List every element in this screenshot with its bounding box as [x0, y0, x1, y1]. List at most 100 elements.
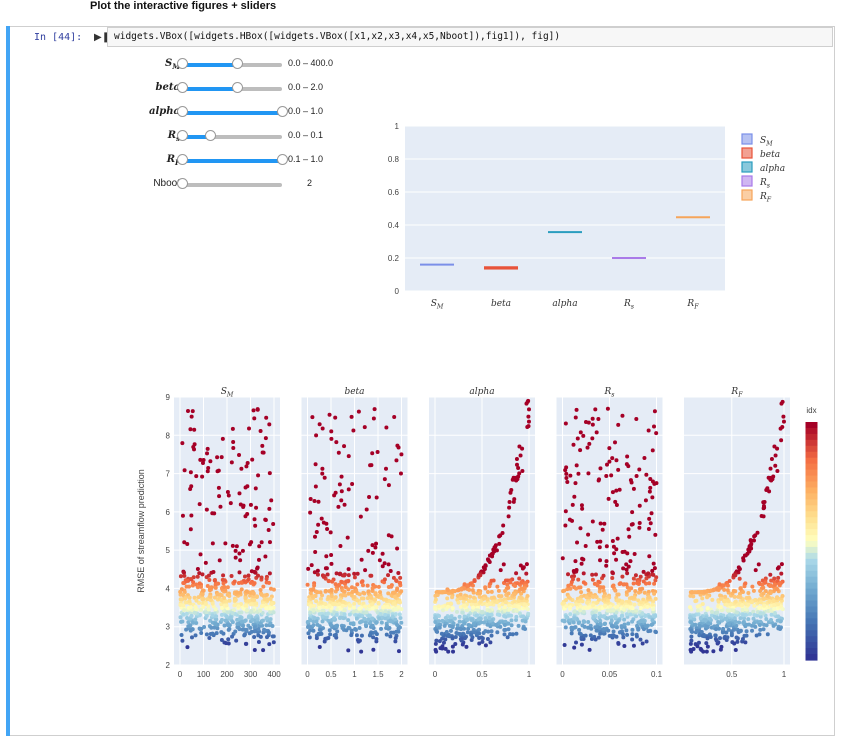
bar-alpha[interactable]	[548, 231, 582, 234]
scatter-point	[610, 576, 615, 581]
scatter-point	[347, 626, 352, 631]
scatter-point	[514, 571, 519, 576]
scatter-point	[652, 591, 657, 596]
slider-handle[interactable]	[177, 82, 188, 93]
panel-title: alpha	[469, 387, 494, 397]
scatter-point	[357, 592, 362, 597]
scatter-point	[356, 409, 361, 414]
scatter-point	[565, 587, 570, 592]
scatter-point	[393, 639, 398, 644]
slider-handle[interactable]	[232, 58, 243, 69]
scatter-point	[496, 588, 501, 593]
scatter-point	[219, 630, 224, 635]
scatter-point	[264, 606, 269, 611]
scatter-point	[433, 641, 438, 646]
scatter-point	[320, 466, 325, 471]
scatter-point	[234, 590, 239, 595]
scatter-point	[335, 587, 340, 592]
bar-r-f[interactable]	[676, 216, 710, 219]
bar-s-m[interactable]	[420, 263, 454, 266]
scatter-point	[236, 604, 241, 609]
scatter-point	[196, 595, 201, 600]
scatter-point	[224, 614, 229, 619]
slider-handle[interactable]	[205, 130, 216, 141]
scatter-point	[264, 415, 269, 420]
scatter-point	[471, 621, 476, 626]
scatter-point	[235, 621, 240, 626]
scatter-point	[441, 640, 446, 645]
scatter-point	[388, 634, 393, 639]
legend-swatch[interactable]	[741, 147, 753, 159]
slider-r-f[interactable]: RF0.1 – 1.0	[110, 153, 350, 169]
slider-nboot[interactable]: Nboot 2	[110, 177, 350, 193]
scatter-point	[743, 581, 748, 586]
sensitivity-bar-chart[interactable]: 0 0.2 0.4 0.6 0.8 1 SM beta alpha Rs RF SM beta alpha…	[360, 118, 800, 318]
scatter-point	[390, 590, 395, 595]
scatter-point	[564, 614, 569, 619]
slider-track[interactable]	[177, 154, 288, 165]
slider-handle[interactable]	[232, 82, 243, 93]
scatter-point	[506, 585, 511, 590]
scatter-point	[735, 610, 740, 615]
bar-beta[interactable]	[484, 266, 518, 270]
scatter-point	[777, 581, 782, 586]
scatter-point	[305, 619, 310, 624]
legend-swatch[interactable]	[741, 133, 753, 145]
scatter-point	[445, 588, 450, 593]
scatter-point	[256, 639, 261, 644]
scatter-point	[185, 542, 190, 547]
slider-handle[interactable]	[177, 178, 188, 189]
slider-handle[interactable]	[177, 106, 188, 117]
legend-swatch[interactable]	[741, 189, 753, 201]
run-cell-icon[interactable]: ▶❚	[94, 32, 111, 43]
slider-handle[interactable]	[277, 154, 288, 165]
slider-track[interactable]	[177, 106, 288, 117]
scatter-point	[237, 551, 242, 556]
slider-handle[interactable]	[277, 106, 288, 117]
scatter-point	[197, 581, 202, 586]
scatter-point	[233, 548, 238, 553]
scatter-point	[317, 605, 322, 610]
scatter-point	[564, 475, 569, 480]
scatter-point	[180, 638, 185, 643]
scatter-point	[179, 619, 184, 624]
scatter-point	[497, 603, 502, 608]
slider-alpha[interactable]: alpha 0.0 – 1.0	[110, 105, 350, 121]
slider-handle[interactable]	[177, 154, 188, 165]
scatter-point	[433, 615, 438, 620]
scatter-point	[181, 592, 186, 597]
code-editor[interactable]: widgets.VBox([widgets.HBox([widgets.VBox…	[107, 27, 833, 47]
slider-track[interactable]	[177, 130, 282, 141]
scatter-point	[748, 611, 753, 616]
scatter-point	[724, 630, 729, 635]
slider-handle[interactable]	[177, 130, 188, 141]
slider-track[interactable]	[177, 58, 282, 69]
legend-swatch[interactable]	[741, 161, 753, 173]
slider-handle[interactable]	[177, 58, 188, 69]
slider-beta[interactable]: beta 0.0 – 2.0	[110, 81, 350, 97]
scatter-point	[772, 606, 777, 611]
slider-range-fill	[182, 135, 210, 139]
y-tick-label: 9	[166, 393, 171, 402]
scatter-point	[637, 525, 642, 530]
scatter-point	[652, 581, 657, 586]
bar-r-s[interactable]	[612, 257, 646, 260]
slider-track[interactable]	[177, 178, 282, 189]
scatter-point	[443, 616, 448, 621]
slider-s-m[interactable]: SM 0.0 – 400.0	[110, 57, 350, 73]
scatter-point	[576, 577, 581, 582]
scatter-point	[333, 415, 338, 420]
scatter-point	[361, 601, 366, 606]
scatter-point	[740, 602, 745, 607]
scatter-point	[378, 611, 383, 616]
scatter-point	[371, 635, 376, 640]
scatter-point	[622, 644, 627, 649]
slider-r-s[interactable]: Rs0.0 – 0.1	[110, 129, 350, 145]
scatter-point	[388, 568, 393, 573]
legend-swatch[interactable]	[741, 175, 753, 187]
scatter-point	[746, 602, 751, 607]
slider-track[interactable]	[177, 82, 282, 93]
scatter-point	[212, 577, 217, 582]
scatter-point	[436, 619, 441, 624]
